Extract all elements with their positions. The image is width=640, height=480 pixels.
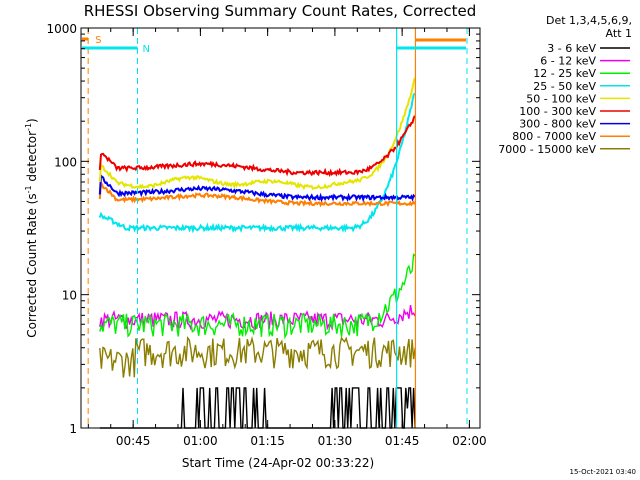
- series-line-9: [99, 335, 416, 378]
- y-axis-label: Corrected Count Rate (s-1 detector-1): [24, 118, 39, 337]
- footer-date: 15-Oct-2021 03:40: [570, 468, 636, 476]
- x-tick-label: 01:30: [318, 434, 353, 448]
- series-line-8: [98, 179, 416, 208]
- legend-label-9: 7000 - 15000 keV: [498, 143, 596, 156]
- legend-header-line-2: Att 1: [606, 27, 632, 40]
- x-axis-label: Start Time (24-Apr-02 00:33:22): [182, 456, 374, 470]
- y-tick-label: 1: [69, 422, 77, 436]
- plot-layer: SN: [82, 28, 468, 429]
- y-tick-label: 1000: [46, 22, 77, 36]
- y-label-sup-2: -1: [24, 123, 33, 131]
- y-label-part-3: ): [25, 118, 39, 123]
- x-tick-label: 02:00: [452, 434, 487, 448]
- x-tick-label: 01:15: [250, 434, 285, 448]
- marker-label-n: N: [142, 44, 149, 55]
- series-line-6: [98, 115, 416, 178]
- y-tick-label: 100: [54, 155, 77, 169]
- axis-layer: 1 10 100 1000 00:45 01:00 01:15 01:30 01:45 02:00: [46, 22, 486, 448]
- chart-title: RHESSI Observing Summary Count Rates, Co…: [84, 2, 477, 20]
- legend-label-5: 50 - 100 keV: [526, 92, 596, 105]
- legend-header-line-1: Det 1,3,4,5,6,9,: [546, 14, 632, 27]
- x-tick-label: 01:45: [385, 434, 420, 448]
- legend-label-1: 3 - 6 keV: [547, 42, 596, 55]
- plot-frame: [80, 27, 481, 429]
- legend-label-3: 12 - 25 keV: [533, 67, 596, 80]
- y-label-part-2: detector: [25, 131, 39, 186]
- marker-label-s: S: [95, 35, 101, 46]
- legend-label-2: 6 - 12 keV: [540, 55, 596, 68]
- y-label-sup-1: -1: [24, 185, 33, 193]
- series-line-5: [98, 77, 416, 191]
- y-tick-label: 10: [62, 289, 77, 303]
- y-label-part-1: Corrected Count Rate (s: [25, 193, 39, 337]
- series-line-4: [98, 92, 416, 234]
- legend-label-4: 25 - 50 keV: [533, 80, 596, 93]
- x-tick-label: 01:00: [183, 434, 218, 448]
- series-line-2: [99, 304, 416, 331]
- legend-label-8: 800 - 7000 keV: [512, 130, 596, 143]
- series-line-7: [98, 173, 416, 203]
- x-tick-label: 00:45: [116, 434, 151, 448]
- legend-label-6: 100 - 300 keV: [519, 105, 596, 118]
- series-line-3: [99, 253, 416, 340]
- legend-label-7: 300 - 800 keV: [519, 118, 596, 131]
